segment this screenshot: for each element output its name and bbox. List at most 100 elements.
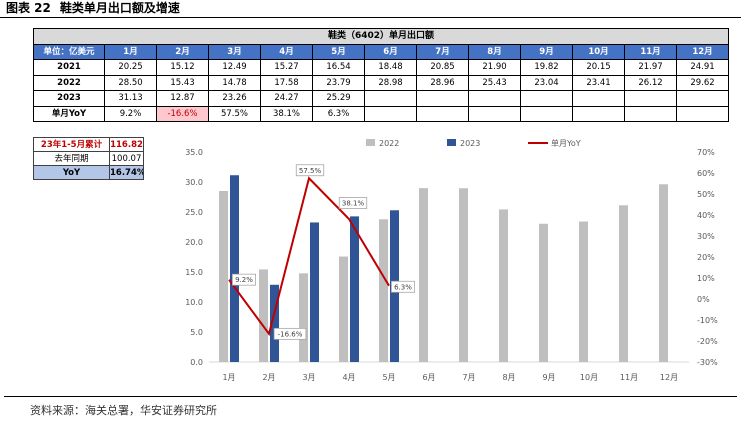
yoy-data-label: -16.6% (273, 327, 307, 340)
bar-2022 (339, 256, 348, 362)
summary-row-yoy: YoY 16.74% (33, 165, 144, 180)
table-cell: 29.62 (675, 74, 730, 91)
empty-cell (624, 105, 677, 122)
y-right-tick-label: 50% (697, 190, 715, 199)
table-row: 单月YoY 9.2% -16.6% 57.5% 38.1% 6.3% (33, 105, 730, 122)
footer-divider (4, 396, 737, 397)
y-left-tick-label: 20.0 (185, 238, 203, 247)
x-tick-label: 5月 (382, 373, 395, 382)
empty-cell (675, 90, 730, 107)
data-label-box (295, 164, 325, 177)
row-label: 单月YoY (33, 105, 105, 122)
table-cell: 31.13 (104, 90, 157, 107)
x-tick-label: 10月 (580, 373, 598, 382)
table-cell: 24.27 (260, 90, 313, 107)
yoy-data-label: 57.5% (295, 164, 325, 177)
empty-cell (468, 105, 521, 122)
unit-label: 单位：亿美元 (33, 43, 105, 60)
export-combo-chart: 0.0 5.0 10.0 15.0 20.0 25.0 30.0 35.0 -30% -20% -1… (185, 138, 718, 382)
table-cell: 38.1% (260, 105, 313, 122)
table-cell: 25.43 (468, 74, 521, 91)
table-title: 鞋类（6402）单月出口额 (32, 28, 730, 45)
empty-cell (572, 90, 625, 107)
month-header: 10月 (572, 43, 625, 60)
table-cell: 23.26 (208, 90, 261, 107)
table-title-row: 鞋类（6402）单月出口额 (32, 28, 730, 45)
empty-cell (364, 90, 417, 107)
figure-title-text: 鞋类单月出口额及增速 (59, 1, 180, 15)
y-left-tick-label: 15.0 (185, 268, 203, 277)
row-label: 2021 (33, 59, 105, 76)
bar-2022 (379, 219, 388, 362)
y-right-tick-label: 40% (697, 211, 715, 220)
y-left-tick-label: 0.0 (190, 358, 203, 367)
x-tick-label: 8月 (502, 373, 515, 382)
data-label-box (390, 280, 415, 293)
empty-cell (468, 90, 521, 107)
yoy-data-label: 6.3% (390, 280, 415, 293)
table-cell: 20.85 (416, 59, 469, 76)
data-label-text: 9.2% (235, 276, 253, 284)
table-cell: 15.43 (156, 74, 209, 91)
table-cell: 28.98 (364, 74, 417, 91)
table-cell: 21.97 (624, 59, 677, 76)
month-header: 2月 (156, 43, 209, 60)
table-cell: 23.79 (312, 74, 365, 91)
y-right-tick-label: -30% (697, 358, 718, 367)
table-cell: 20.25 (104, 59, 157, 76)
data-label-text: 6.3% (394, 283, 412, 291)
bar-2022 (259, 269, 268, 362)
table-cell: 21.90 (468, 59, 521, 76)
legend-swatch-2022 (366, 139, 375, 146)
table-cell: 26.12 (624, 74, 677, 91)
data-label-box (232, 273, 257, 286)
row-label: 2022 (33, 74, 105, 91)
bar-2023 (270, 284, 279, 362)
table-cell: 23.41 (572, 74, 625, 91)
y-right-tick-label: 10% (697, 274, 715, 283)
empty-cell (624, 90, 677, 107)
month-header: 3月 (208, 43, 261, 60)
legend-label: 单月YoY (551, 138, 581, 148)
summary-value: 16.74% (109, 165, 144, 180)
figure-label: 图表 22 (6, 1, 51, 15)
table-cell: 57.5% (208, 105, 261, 122)
month-header: 5月 (312, 43, 365, 60)
x-tick-label: 12月 (660, 373, 678, 382)
table-cell: 17.58 (260, 74, 313, 91)
table-cell: 14.78 (208, 74, 261, 91)
bar-2022 (619, 205, 628, 362)
bar-2022 (219, 191, 228, 362)
table-row: 2022 28.50 15.43 14.78 17.58 23.79 28.98 28.96 2… (33, 74, 730, 91)
summary-label: YoY (33, 165, 110, 180)
empty-cell (520, 105, 573, 122)
empty-cell (416, 105, 469, 122)
table-cell: 28.50 (104, 74, 157, 91)
empty-cell (416, 90, 469, 107)
x-tick-label: 1月 (222, 373, 235, 382)
y-right-tick-label: 30% (697, 232, 715, 241)
month-header: 1月 (104, 43, 157, 60)
x-tick-label: 4月 (342, 373, 355, 382)
legend-label: 2022 (379, 139, 399, 148)
table-cell: 6.3% (312, 105, 365, 122)
month-header: 8月 (468, 43, 521, 60)
bar-2023 (350, 216, 359, 362)
y-right-tick-label: -10% (697, 316, 718, 325)
table-cell: 28.96 (416, 74, 469, 91)
yoy-data-label: 9.2% (232, 273, 257, 286)
title-divider (0, 17, 741, 18)
table-row: 2021 20.25 15.12 12.49 15.27 16.54 18.48 20.85 2… (33, 59, 730, 76)
table-body: 鞋类（6402）单月出口额 单位：亿美元 1月 2月 3月 4月 5月 6月 7月 8月 9月 10月… (32, 28, 730, 122)
table-cell: 12.87 (156, 90, 209, 107)
data-label-box (338, 197, 368, 209)
y-right-tick-label: 60% (697, 169, 715, 178)
table-cell: 18.48 (364, 59, 417, 76)
bar-2022 (499, 209, 508, 362)
bar-2022 (659, 184, 668, 362)
y-left-tick-label: 10.0 (185, 298, 203, 307)
month-header: 4月 (260, 43, 313, 60)
bar-2022 (579, 221, 588, 362)
summary-label: 23年1-5月累计 (33, 137, 110, 152)
x-tick-label: 2月 (262, 373, 275, 382)
